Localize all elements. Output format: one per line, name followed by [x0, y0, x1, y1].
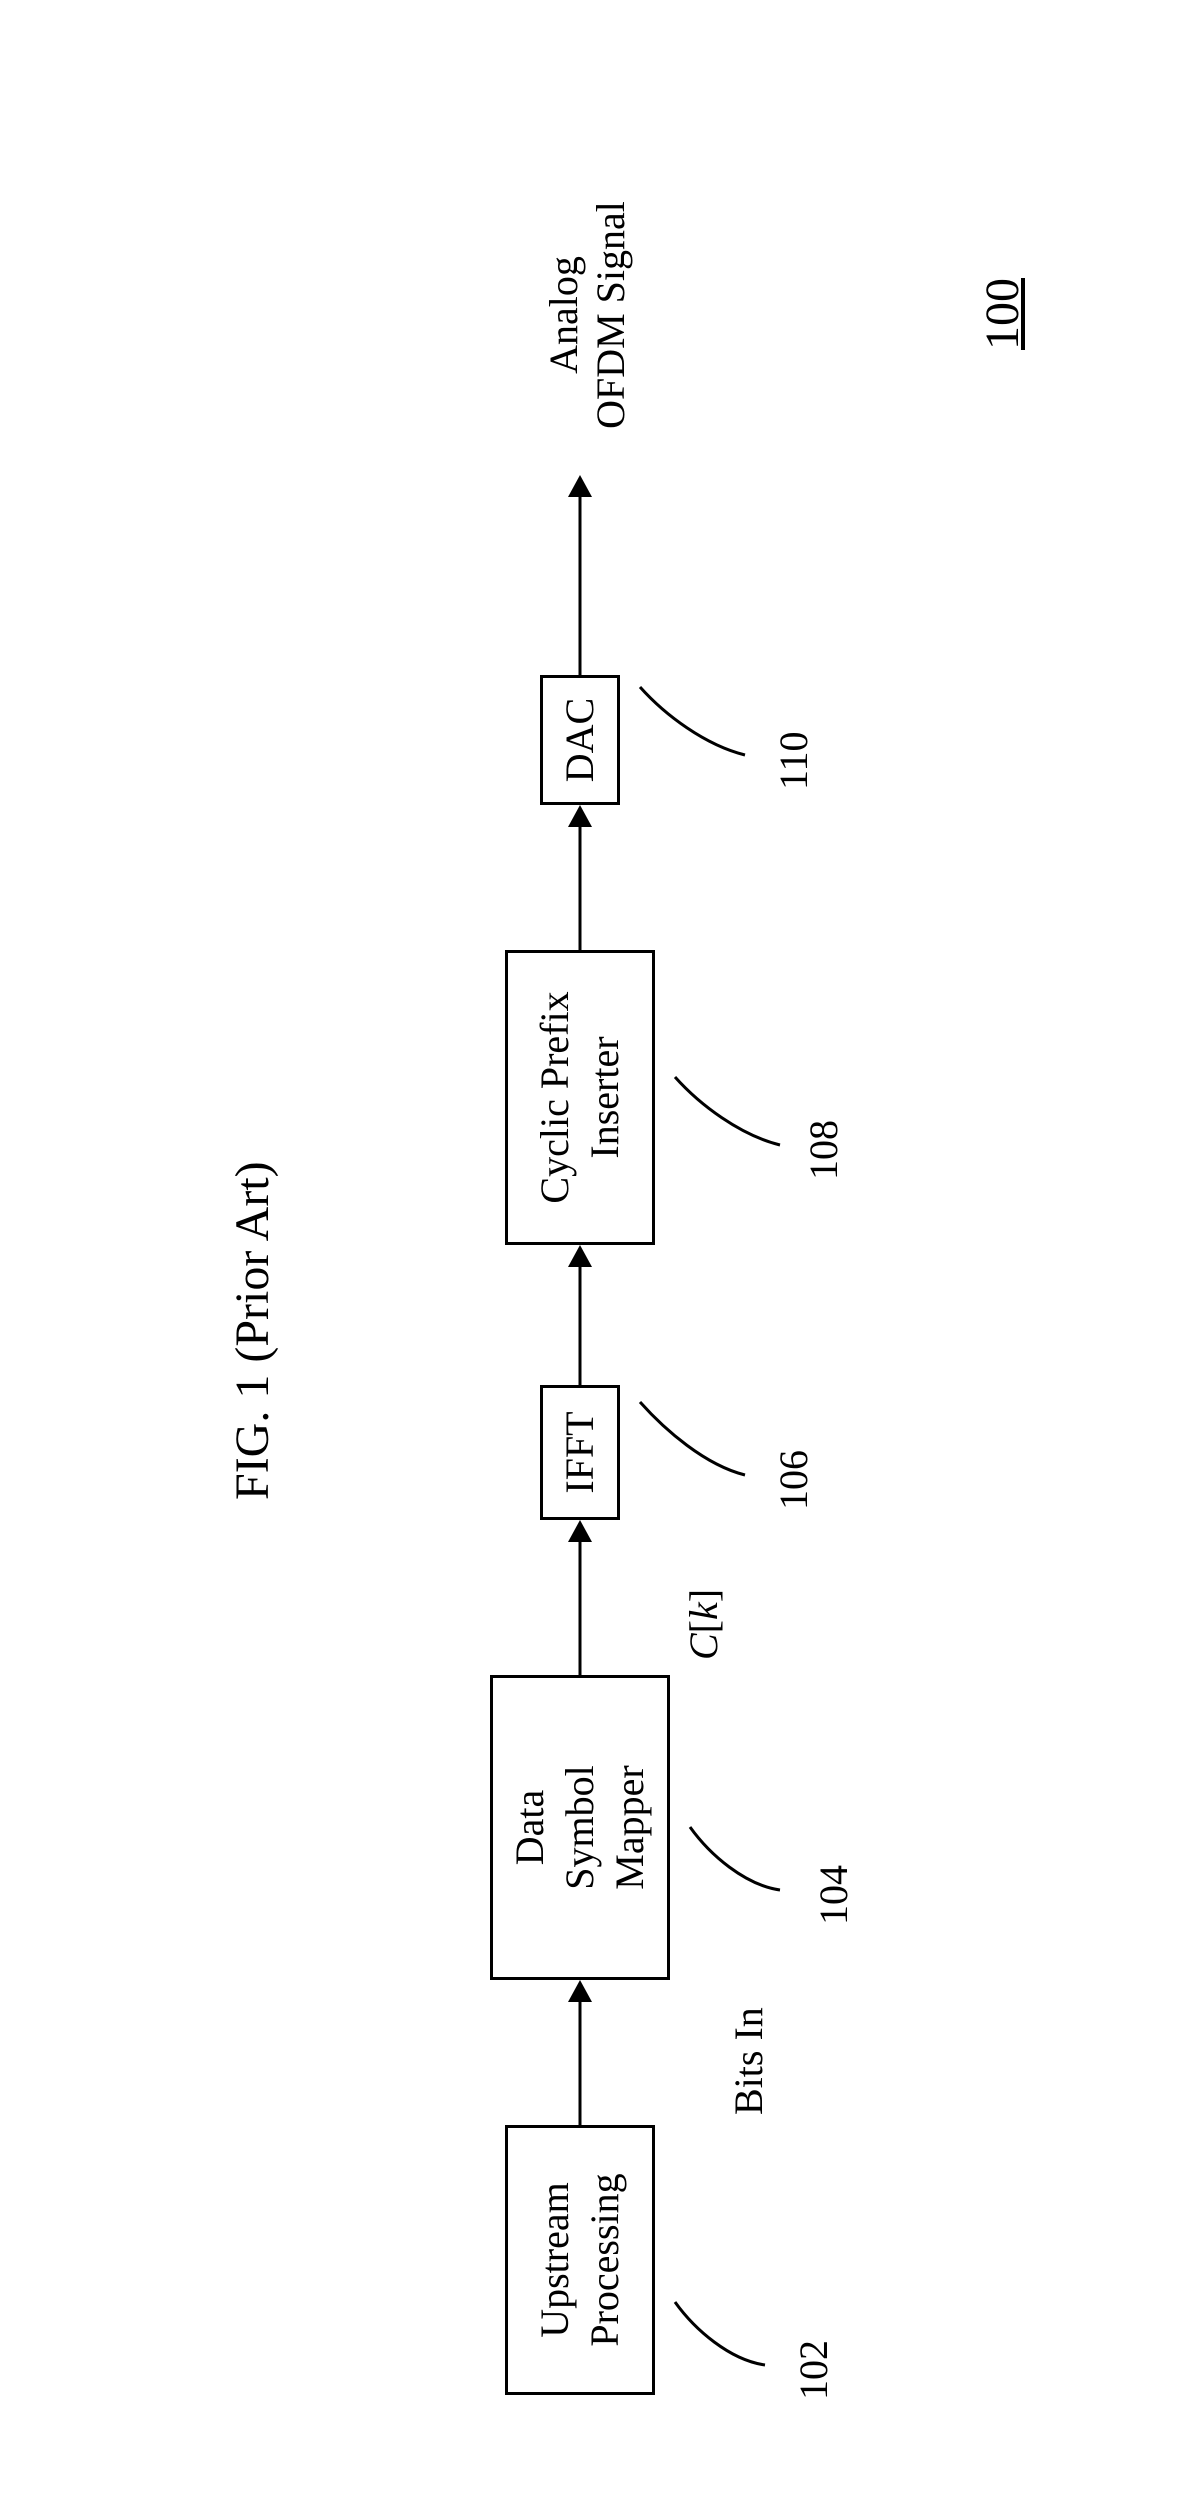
t: OFDM Signal	[588, 201, 633, 429]
block-data-symbol-mapper: Data Symbol Mapper	[490, 1675, 670, 1980]
ref-106-leader	[635, 1400, 755, 1500]
ck-k: k	[681, 1602, 726, 1620]
ref-110-leader	[635, 685, 755, 780]
ref-106: 106	[770, 1450, 817, 1510]
ref-108: 108	[800, 1120, 847, 1180]
ck-b: [	[681, 1620, 726, 1633]
block-upstream-processing: Upstream Processing	[505, 2125, 655, 2395]
ref-104-leader	[685, 1825, 795, 1915]
ref-102: 102	[790, 2340, 837, 2400]
ref-110: 110	[770, 731, 817, 790]
signal-bits-in: Bits In	[725, 2007, 772, 2115]
ck-i: C	[681, 1633, 726, 1660]
t: Symbol	[557, 1765, 602, 1889]
t: Inserter	[582, 1036, 627, 1158]
block-mapper-text: Data Symbol Mapper	[505, 1765, 655, 1889]
t: IFFT	[555, 1411, 605, 1493]
ck-b2: ]	[681, 1589, 726, 1602]
ref-102-leader	[670, 2300, 780, 2390]
arrow-dac-to-output	[576, 475, 606, 680]
arrow-mapper-to-ifft	[576, 1520, 606, 1680]
ref-108-leader	[670, 1075, 790, 1170]
block-cp-text: Cyclic Prefix Inserter	[530, 991, 630, 1203]
t: Mapper	[607, 1765, 652, 1889]
arrow-cp-to-dac	[576, 805, 606, 955]
signal-output: Analog OFDM Signal	[540, 165, 634, 465]
system-id-label: 100	[975, 278, 1030, 350]
arrow-upstream-to-mapper-line	[576, 1980, 606, 2130]
signal-ck: C[k]	[680, 1589, 727, 1660]
t: Analog	[541, 256, 586, 374]
figure-caption: FIG. 1 (Prior Art)	[225, 1161, 280, 1500]
t: Data	[507, 1790, 552, 1866]
block-upstream-text: Upstream Processing	[530, 2173, 630, 2346]
page: 100 FIG. 1 (Prior Art) Upstream Processi…	[0, 0, 1178, 2510]
block-ifft: IFFT	[540, 1385, 620, 1520]
arrow-ifft-to-cp	[576, 1245, 606, 1390]
block-cyclic-prefix-inserter: Cyclic Prefix Inserter	[505, 950, 655, 1245]
t: Processing	[582, 2173, 627, 2346]
block-dac: DAC	[540, 675, 620, 805]
t: Cyclic Prefix	[532, 991, 577, 1203]
ref-104: 104	[810, 1865, 857, 1925]
t: DAC	[555, 698, 605, 782]
t: Upstream	[532, 2182, 577, 2338]
